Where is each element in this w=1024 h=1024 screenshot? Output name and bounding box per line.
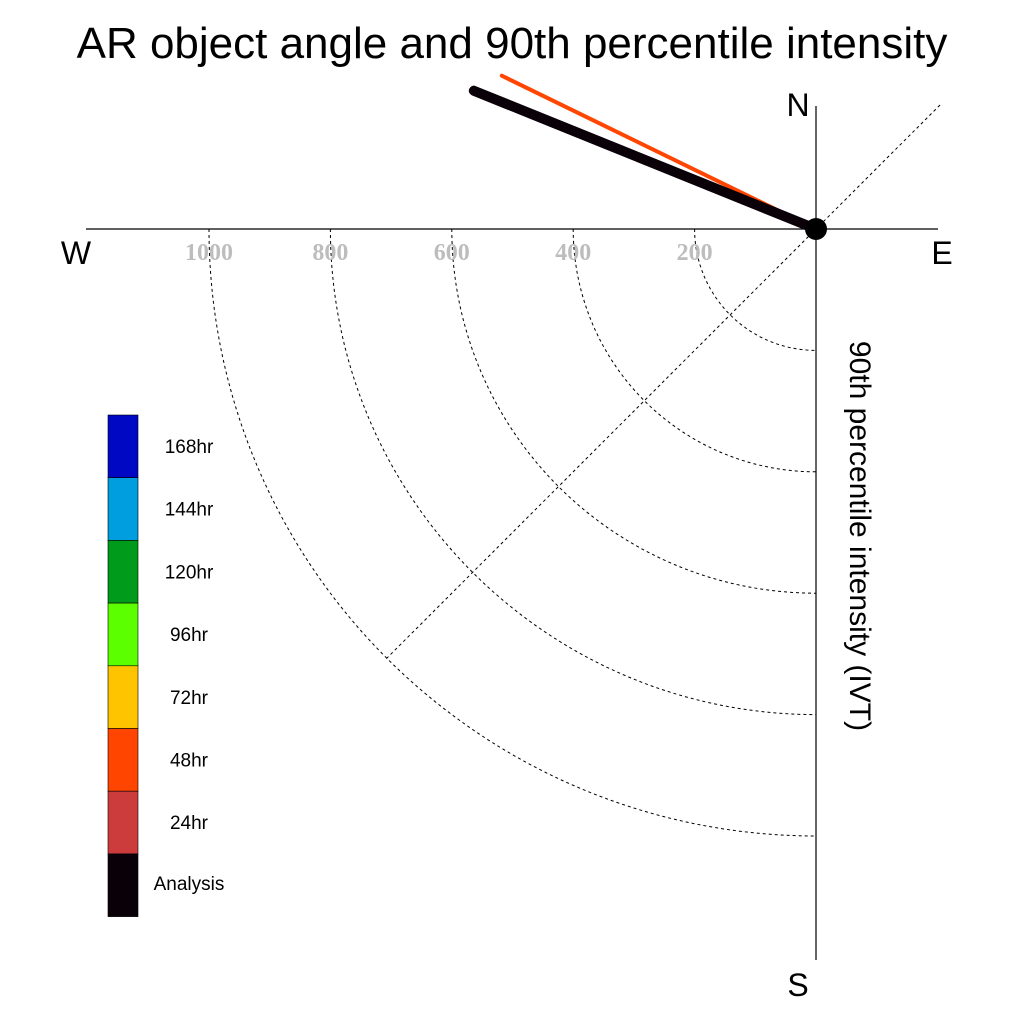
legend-label-analysis: Analysis xyxy=(154,874,225,895)
grid-arc-600 xyxy=(451,228,817,594)
grid-arc-800 xyxy=(329,228,817,716)
tick-label-600: 600 xyxy=(434,240,470,266)
grid-diagonal xyxy=(384,104,941,661)
tick-label-200: 200 xyxy=(677,240,713,266)
data-vectors xyxy=(468,73,821,234)
legend-swatch-analysis xyxy=(107,853,139,917)
tick-label-400: 400 xyxy=(555,240,591,266)
grid-arc-400 xyxy=(572,228,817,473)
radial-tick-labels: 200 400 600 1000 800 xyxy=(185,240,713,266)
legend-swatch-48hr xyxy=(107,728,139,792)
legend-label-24hr: 24hr xyxy=(170,813,209,834)
legend-label-144hr: 144hr xyxy=(165,500,214,521)
compass-east: E xyxy=(931,235,952,271)
compass-west: W xyxy=(61,235,92,271)
legend-label-72hr: 72hr xyxy=(170,688,209,709)
grid-arc-200 xyxy=(694,228,817,351)
legend: 168hr 144hr 120hr 96hr 72hr 48hr 24hr Analysis xyxy=(107,414,225,917)
legend-swatch-24hr xyxy=(107,790,139,855)
legend-swatch-144hr xyxy=(107,477,139,541)
legend-swatch-168hr xyxy=(107,414,139,479)
legend-label-168hr: 168hr xyxy=(165,437,214,458)
compass-south: S xyxy=(787,967,808,1003)
legend-swatch-120hr xyxy=(107,540,139,604)
vector-analysis xyxy=(468,85,821,234)
chart-title: AR object angle and 90th percentile inte… xyxy=(77,19,948,68)
chart-grid xyxy=(208,104,941,837)
tick-label-800: 800 xyxy=(312,240,348,266)
grid-arc-1000 xyxy=(208,228,817,837)
legend-swatch-72hr xyxy=(107,665,139,729)
legend-label-48hr: 48hr xyxy=(170,751,209,772)
compass-north: N xyxy=(786,87,809,123)
tick-label-1000: 1000 xyxy=(185,240,233,266)
legend-label-96hr: 96hr xyxy=(170,625,209,646)
legend-label-120hr: 120hr xyxy=(165,562,214,583)
origin-marker xyxy=(805,218,827,240)
legend-swatch-96hr xyxy=(107,602,139,667)
y-axis-label: 90th percentile intensity (IVT) xyxy=(843,341,876,731)
